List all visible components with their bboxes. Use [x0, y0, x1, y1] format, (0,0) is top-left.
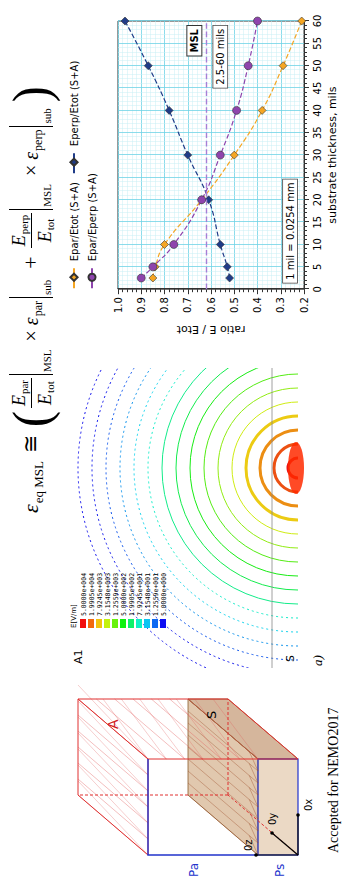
svg-text:Pa: Pa: [187, 863, 201, 877]
svg-text:0.9: 0.9: [136, 297, 147, 313]
html-text:E: E: [34, 231, 55, 243]
html-text:eq MSL: eq MSL: [30, 461, 46, 504]
svg-text:7.9245e+003: 7.9245e+003: [96, 573, 104, 616]
svg-text:a): a): [310, 655, 325, 666]
svg-text:0z: 0z: [243, 839, 254, 851]
svg-text:0.7: 0.7: [182, 297, 193, 313]
html-text:perp: perp: [18, 214, 31, 235]
svg-text:1 mil = 0.0254 mm: 1 mil = 0.0254 mm: [285, 182, 296, 279]
svg-text:0x: 0x: [303, 799, 314, 811]
svg-text:55: 55: [312, 37, 323, 50]
svg-text:50: 50: [312, 59, 323, 72]
html-text:MSL: MSL: [41, 349, 53, 372]
html-text:tot: tot: [44, 381, 57, 393]
svg-text:A1: A1: [72, 649, 85, 664]
svg-text:MSL: MSL: [189, 28, 200, 52]
html-text:par: par: [18, 380, 31, 395]
svg-text:A: A: [105, 719, 121, 729]
svg-text:ratio E / Etot: ratio E / Etot: [176, 323, 246, 336]
svg-text:Eperp/Etot (S+A): Eperp/Etot (S+A): [69, 61, 80, 147]
svg-text:0.3: 0.3: [275, 297, 286, 313]
svg-text:0: 0: [312, 286, 323, 292]
html-text:E: E: [34, 393, 55, 405]
svg-text:0y: 0y: [267, 813, 278, 825]
html-text:tot: tot: [44, 218, 57, 231]
html-text:Accepted for NEMO2017: Accepted for NEMO2017: [326, 707, 341, 853]
svg-text:substrate thickness, mils: substrate thickness, mils: [326, 86, 339, 223]
svg-text:30: 30: [312, 149, 323, 162]
html-text:sub: sub: [41, 108, 53, 124]
svg-text:0.5: 0.5: [229, 297, 240, 313]
svg-text:S: S: [284, 655, 297, 662]
svg-text:40: 40: [312, 104, 323, 117]
html-text:sub: sub: [41, 279, 53, 295]
svg-text:1.9905e+002: 1.9905e+002: [128, 573, 136, 616]
svg-text:5.0000e+002: 5.0000e+002: [120, 573, 128, 616]
svg-text:60: 60: [312, 15, 323, 28]
svg-text:3.1548e+003: 3.1548e+003: [104, 573, 112, 616]
svg-text:1.2559e+003: 1.2559e+003: [112, 573, 120, 616]
svg-text:25: 25: [312, 171, 323, 184]
html-text:par: par: [30, 300, 45, 317]
svg-text:0.4: 0.4: [252, 297, 263, 313]
svg-text:35: 35: [312, 126, 323, 139]
svg-text:0.2: 0.2: [299, 297, 310, 313]
html-text:ε: ε: [19, 317, 42, 326]
html-text:E: E: [8, 235, 29, 247]
svg-text:15: 15: [312, 216, 323, 229]
svg-text:10: 10: [312, 238, 323, 251]
svg-text:1.9905e+004: 1.9905e+004: [88, 573, 96, 616]
svg-text:Epar/Etot (S+A): Epar/Etot (S+A): [69, 182, 80, 261]
svg-text:5.0000e+004: 5.0000e+004: [80, 573, 88, 616]
svg-text:1.2559e+001: 1.2559e+001: [152, 573, 160, 616]
svg-text:0.8: 0.8: [159, 297, 170, 313]
svg-text:0.6: 0.6: [206, 297, 217, 313]
svg-text:45: 45: [312, 82, 323, 95]
svg-text:2.5-60 mils: 2.5-60 mils: [215, 29, 226, 85]
svg-text:E[V/m]: E[V/m]: [70, 604, 78, 628]
html-text:perp: perp: [30, 129, 45, 151]
svg-text:5.0000e+000: 5.0000e+000: [160, 573, 168, 616]
svg-text:Epar/Eperp (S+A): Epar/Eperp (S+A): [87, 173, 98, 261]
html-text:MSL: MSL: [41, 184, 53, 207]
svg-text:20: 20: [312, 193, 323, 206]
html-text:E: E: [8, 395, 29, 407]
svg-text:1.0: 1.0: [113, 297, 124, 313]
html-text:ε: ε: [19, 151, 42, 160]
svg-text:S: S: [204, 711, 219, 719]
html-text:ε: ε: [18, 504, 43, 513]
svg-text:5: 5: [312, 264, 323, 270]
svg-text:3.1548e+001: 3.1548e+001: [144, 573, 152, 616]
svg-text:7.9245e+001: 7.9245e+001: [136, 573, 144, 616]
svg-text:Ps: Ps: [273, 864, 287, 877]
